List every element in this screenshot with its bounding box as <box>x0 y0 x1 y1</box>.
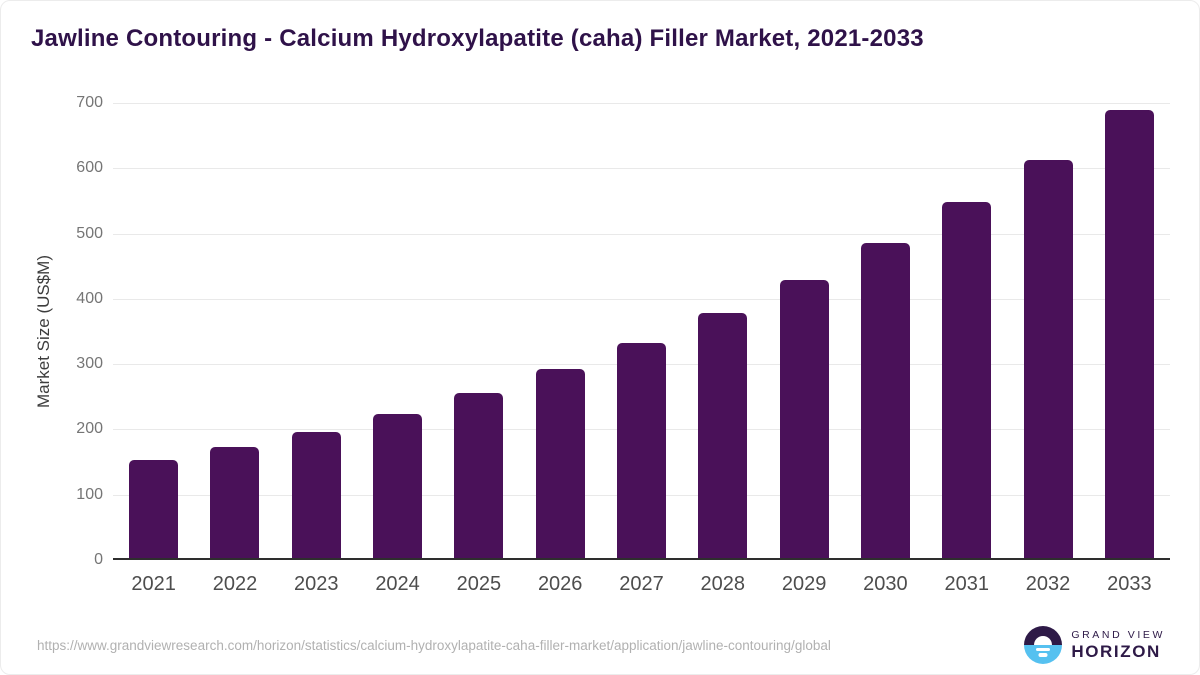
brand-name-top: GRAND VIEW <box>1071 628 1165 641</box>
bar-2025[interactable] <box>454 393 504 558</box>
bar-2021[interactable] <box>129 460 179 558</box>
y-tick-label-200: 200 <box>76 420 103 438</box>
bar-2023[interactable] <box>291 432 341 558</box>
x-tick-label-2027: 2027 <box>619 573 664 595</box>
bar-2031[interactable] <box>942 202 992 558</box>
sun-reflection-bar <box>1038 653 1048 657</box>
chart-title: Jawline Contouring - Calcium Hydroxylapa… <box>31 25 924 52</box>
y-tick-label-500: 500 <box>76 224 103 242</box>
gridline-700 <box>113 103 1170 104</box>
x-tick-label-2026: 2026 <box>537 573 583 595</box>
gridline-600 <box>113 168 1170 170</box>
bar-2030[interactable] <box>860 242 910 558</box>
y-axis-title-text: Market Size (US$M) <box>34 254 53 409</box>
x-tick-label-2023: 2023 <box>294 573 339 595</box>
y-tick-label-0: 0 <box>94 551 103 568</box>
gridline-500 <box>113 233 1170 235</box>
x-tick-label-2029: 2029 <box>781 573 827 595</box>
brand-name-bottom: HORIZON <box>1071 641 1161 661</box>
y-axis-title: Market Size (US$M) <box>34 103 54 560</box>
bar-2026[interactable] <box>535 369 585 558</box>
brand-logo: GRAND VIEW HORIZON <box>1024 626 1165 664</box>
sun-shape <box>1034 636 1053 645</box>
x-tick-label-2031: 2031 <box>944 573 989 595</box>
x-tick-label-2021: 2021 <box>131 573 176 595</box>
bar-2028[interactable] <box>698 312 748 558</box>
x-tick-label-2025: 2025 <box>456 573 502 595</box>
brand-text: GRAND VIEW HORIZON <box>1071 629 1165 662</box>
bar-2033[interactable] <box>1104 109 1154 558</box>
y-tick-label-600: 600 <box>76 159 103 177</box>
y-tick-label-300: 300 <box>76 355 103 373</box>
sun-reflection-bar <box>1036 647 1051 651</box>
x-tick-label-2032: 2032 <box>1025 573 1071 595</box>
x-tick-label-2033: 2033 <box>1107 573 1152 595</box>
y-tick-label-700: 700 <box>76 94 103 111</box>
x-tick-label-2022: 2022 <box>212 573 258 595</box>
gridline-400 <box>113 298 1170 300</box>
bar-2024[interactable] <box>373 413 423 558</box>
bar-2029[interactable] <box>779 279 829 558</box>
horizon-sunrise-icon <box>1024 626 1063 664</box>
bar-2032[interactable] <box>1023 159 1073 558</box>
x-tick-label-2024: 2024 <box>375 573 420 595</box>
y-tick-label-100: 100 <box>76 485 103 503</box>
x-tick-label-2028: 2028 <box>700 573 746 595</box>
bar-2027[interactable] <box>617 342 666 558</box>
x-tick-label-2030: 2030 <box>863 573 908 595</box>
plot-area: 0 100 200 300 400 500 600 700 2021 2022 2023 2024 20… <box>76 94 1170 595</box>
source-url: https://www.grandviewresearch.com/horizo… <box>37 637 831 653</box>
bar-2022[interactable] <box>210 447 260 558</box>
y-tick-label-400: 400 <box>76 289 103 307</box>
footer: https://www.grandviewresearch.com/horizo… <box>37 626 1165 664</box>
